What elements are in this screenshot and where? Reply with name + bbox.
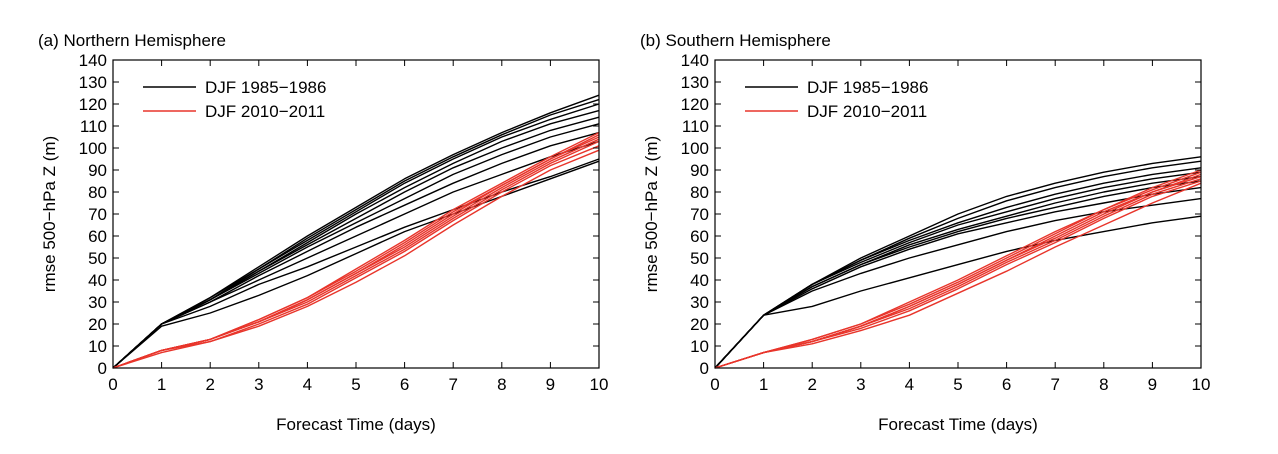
sh-y-tick-label-7: 70 — [690, 205, 709, 224]
nh-x-tick-label-5: 5 — [351, 375, 360, 394]
sh-y-tick-label-12: 120 — [681, 95, 709, 114]
nh-y-tick-label-1: 10 — [88, 337, 107, 356]
nh-legend: DJF 1985−1986 DJF 2010−2011 — [143, 78, 326, 121]
nh-series-line-1 — [112, 98, 600, 369]
nh-series-line-15 — [112, 145, 600, 369]
sh-series-group — [714, 156, 1202, 369]
nh-series-line-8 — [112, 158, 600, 369]
sh-series-line-3 — [714, 171, 1202, 369]
nh-series-line-3 — [112, 109, 600, 369]
sh-y-tick-label-8: 80 — [690, 183, 709, 202]
nh-y-tick-label-5: 50 — [88, 249, 107, 268]
sh-y-tick-label-6: 60 — [690, 227, 709, 246]
nh-y-axis-title: rmse 500−hPa Z (m) — [40, 136, 59, 292]
sh-x-tick-label-2: 2 — [807, 375, 816, 394]
nh-x-tick-label-3: 3 — [254, 375, 263, 394]
nh-series-group — [112, 94, 600, 369]
nh-x-axis-title: Forecast Time (days) — [276, 415, 436, 434]
sh-y-tick-label-3: 30 — [690, 293, 709, 312]
nh-y-tick-label-2: 20 — [88, 315, 107, 334]
nh-x-tick-label-7: 7 — [448, 375, 457, 394]
sh-y-tick-label-13: 130 — [681, 73, 709, 92]
nh-y-tick-label-9: 90 — [88, 161, 107, 180]
sh-x-tick-label-0: 0 — [710, 375, 719, 394]
nh-y-tick-label-4: 40 — [88, 271, 107, 290]
sh-legend-label-0: DJF 1985−1986 — [807, 78, 928, 97]
sh-series-line-5 — [714, 180, 1202, 369]
sh-series-line-2 — [714, 167, 1202, 369]
nh-x-tick-label-10: 10 — [590, 375, 609, 394]
sh-panel: 0 1 2 3 4 5 6 7 8 9 100102030405060708090100110120… — [640, 31, 1210, 434]
sh-y-tick-label-2: 20 — [690, 315, 709, 334]
sh-series-line-8 — [714, 215, 1202, 369]
nh-x-tick-label-1: 1 — [157, 375, 166, 394]
sh-x-tick-label-9: 9 — [1148, 375, 1157, 394]
nh-series-line-10 — [112, 131, 600, 369]
nh-legend-label-1: DJF 2010−2011 — [205, 102, 325, 121]
nh-series-line-14 — [112, 140, 600, 369]
sh-x-tick-label-4: 4 — [905, 375, 914, 394]
sh-y-tick-label-4: 40 — [690, 271, 709, 290]
nh-x-tick-label-4: 4 — [303, 375, 312, 394]
sh-y-tick-label-1: 10 — [690, 337, 709, 356]
sh-series-line-7 — [714, 197, 1202, 369]
nh-series-line-5 — [112, 123, 600, 369]
sh-x-tick-label-10: 10 — [1192, 375, 1211, 394]
sh-y-tick-label-14: 140 — [681, 51, 709, 70]
nh-y-tick-label-8: 80 — [88, 183, 107, 202]
sh-y-axis-title: rmse 500−hPa Z (m) — [642, 136, 661, 292]
nh-y-tick-label-14: 140 — [79, 51, 107, 70]
nh-x-tick-label-6: 6 — [400, 375, 409, 394]
nh-series-line-6 — [112, 131, 600, 369]
sh-y-tick-label-5: 50 — [690, 249, 709, 268]
nh-x-tick-label-0: 0 — [108, 375, 117, 394]
nh-y-tick-label-13: 130 — [79, 73, 107, 92]
nh-y-tick-label-11: 110 — [80, 117, 107, 136]
nh-y-tick-label-0: 0 — [98, 359, 107, 378]
sh-y-tick-label-0: 0 — [700, 359, 709, 378]
sh-x-tick-label-1: 1 — [759, 375, 768, 394]
sh-y-tick-label-11: 110 — [682, 117, 709, 136]
sh-series-line-15 — [714, 182, 1202, 369]
sh-y-tick-label-9: 90 — [690, 161, 709, 180]
nh-series-line-0 — [112, 94, 600, 369]
nh-panel: 0 1 2 3 4 5 6 7 8 9 100102030405060708090100110120… — [38, 31, 608, 434]
sh-legend-label-1: DJF 2010−2011 — [807, 102, 927, 121]
sh-legend: DJF 1985−1986 DJF 2010−2011 — [745, 78, 928, 121]
sh-panel-title: (b) Southern Hemisphere — [640, 31, 831, 50]
nh-panel-title: (a) Northern Hemisphere — [38, 31, 226, 50]
nh-y-tick-label-12: 120 — [79, 95, 107, 114]
nh-series-line-12 — [112, 136, 600, 369]
nh-y-tick-label-3: 30 — [88, 293, 107, 312]
sh-x-tick-label-8: 8 — [1099, 375, 1108, 394]
sh-series-line-14 — [714, 180, 1202, 369]
sh-series-line-6 — [714, 186, 1202, 369]
nh-y-tick-label-10: 100 — [79, 139, 107, 158]
nh-y-tick-label-6: 60 — [88, 227, 107, 246]
nh-x-tick-label-2: 2 — [205, 375, 214, 394]
nh-y-tick-label-7: 70 — [88, 205, 107, 224]
sh-x-tick-label-3: 3 — [856, 375, 865, 394]
sh-series-line-0 — [714, 156, 1202, 369]
nh-x-tick-label-9: 9 — [546, 375, 555, 394]
nh-legend-label-0: DJF 1985−1986 — [205, 78, 326, 97]
sh-x-tick-label-5: 5 — [953, 375, 962, 394]
nh-x-tick-label-8: 8 — [497, 375, 506, 394]
sh-x-tick-label-6: 6 — [1002, 375, 1011, 394]
sh-x-axis-title: Forecast Time (days) — [878, 415, 1038, 434]
sh-series-line-10 — [714, 171, 1202, 369]
nh-series-line-16 — [112, 149, 600, 369]
nh-series-line-9 — [112, 160, 600, 369]
nh-series-line-7 — [112, 140, 600, 369]
sh-x-tick-label-7: 7 — [1050, 375, 1059, 394]
sh-y-tick-label-10: 100 — [681, 139, 709, 158]
